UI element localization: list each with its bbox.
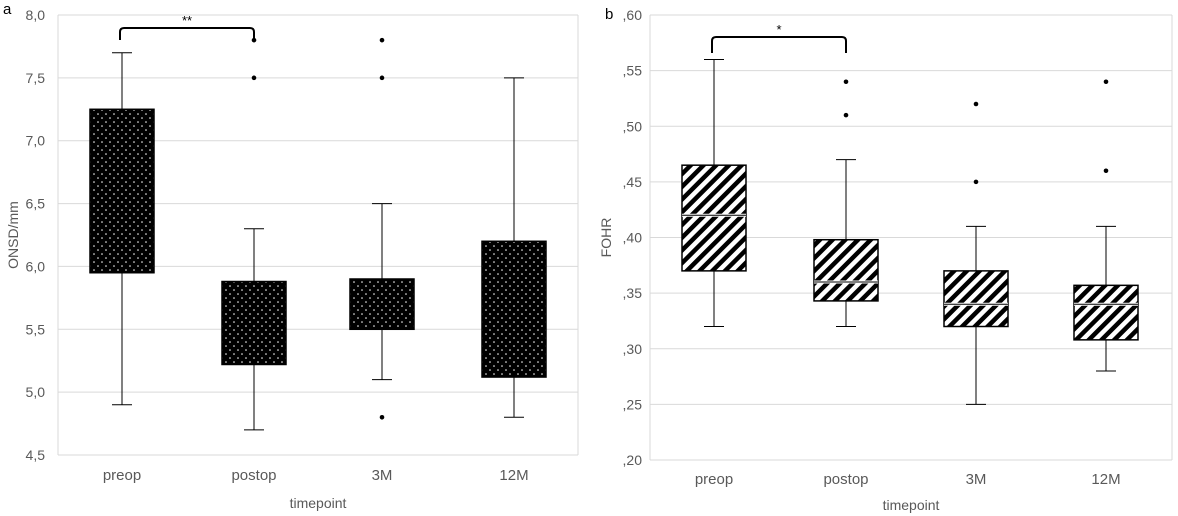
significance-label: * (776, 22, 781, 37)
x-category-label: postop (231, 467, 276, 484)
y-tick-label: ,60 (623, 7, 643, 23)
box-preop (681, 164, 747, 272)
y-tick-label: ,45 (623, 174, 643, 190)
y-tick-label: 8,0 (26, 7, 46, 23)
y-tick-label: ,20 (623, 452, 643, 468)
y-tick-label: ,55 (623, 63, 643, 79)
x-category-label: postop (823, 471, 868, 488)
outlier-point (1103, 168, 1109, 174)
significance-label: ** (182, 13, 192, 28)
x-category-label: 3M (372, 467, 393, 484)
outlier-point (843, 112, 849, 118)
outlier-point (843, 79, 849, 85)
y-tick-label: ,35 (623, 285, 643, 301)
x-category-label: 12M (499, 467, 528, 484)
y-tick-label: 7,5 (26, 70, 46, 86)
outlier-point (1103, 79, 1109, 85)
y-tick-label: 5,0 (26, 384, 46, 400)
box-3M (349, 278, 415, 331)
outlier-point (973, 179, 979, 185)
y-tick-label: ,40 (623, 230, 643, 246)
outlier-point (251, 37, 257, 43)
outlier-point (379, 75, 385, 81)
box-12M (1073, 284, 1139, 341)
y-tick-label: ,25 (623, 396, 643, 412)
x-axis-title: timepoint (290, 495, 347, 511)
box-3M (943, 270, 1009, 328)
outlier-point (379, 37, 385, 43)
box-postop (813, 238, 879, 302)
y-tick-label: 6,0 (26, 258, 46, 274)
x-axis-title: timepoint (883, 497, 940, 513)
chart-panel-a: 4,5 5,0 5,5 6,0 6,5 7,0 7,5 8,0 a timepoint ONSD/m… (3, 1, 579, 511)
outlier-point (379, 414, 385, 420)
box-preop (89, 108, 155, 274)
y-tick-label: 5,5 (26, 321, 46, 337)
y-axis-title: FOHR (598, 218, 614, 258)
outlier-point (973, 101, 979, 107)
y-tick-label: 7,0 (26, 133, 46, 149)
y-axis-title: ONSD/mm (5, 201, 21, 269)
significance-bracket (711, 36, 847, 53)
panel-label: a (3, 1, 12, 18)
x-category-label: preop (103, 467, 141, 484)
significance-bracket (119, 27, 255, 40)
box-12M (481, 240, 547, 378)
box-postop (221, 280, 287, 366)
chart-panel-b: ,20 ,25 ,30 ,35 ,40 ,45 ,50 ,55 ,60 b timepoint FOH… (598, 6, 1173, 513)
outlier-point (251, 75, 257, 81)
x-category-label: 3M (966, 471, 987, 488)
y-tick-label: ,50 (623, 118, 643, 134)
y-tick-label: 4,5 (26, 447, 46, 463)
x-category-label: 12M (1091, 471, 1120, 488)
panel-label: b (605, 6, 613, 23)
y-tick-label: ,30 (623, 341, 643, 357)
y-tick-label: 6,5 (26, 196, 46, 212)
x-category-label: preop (695, 471, 733, 488)
